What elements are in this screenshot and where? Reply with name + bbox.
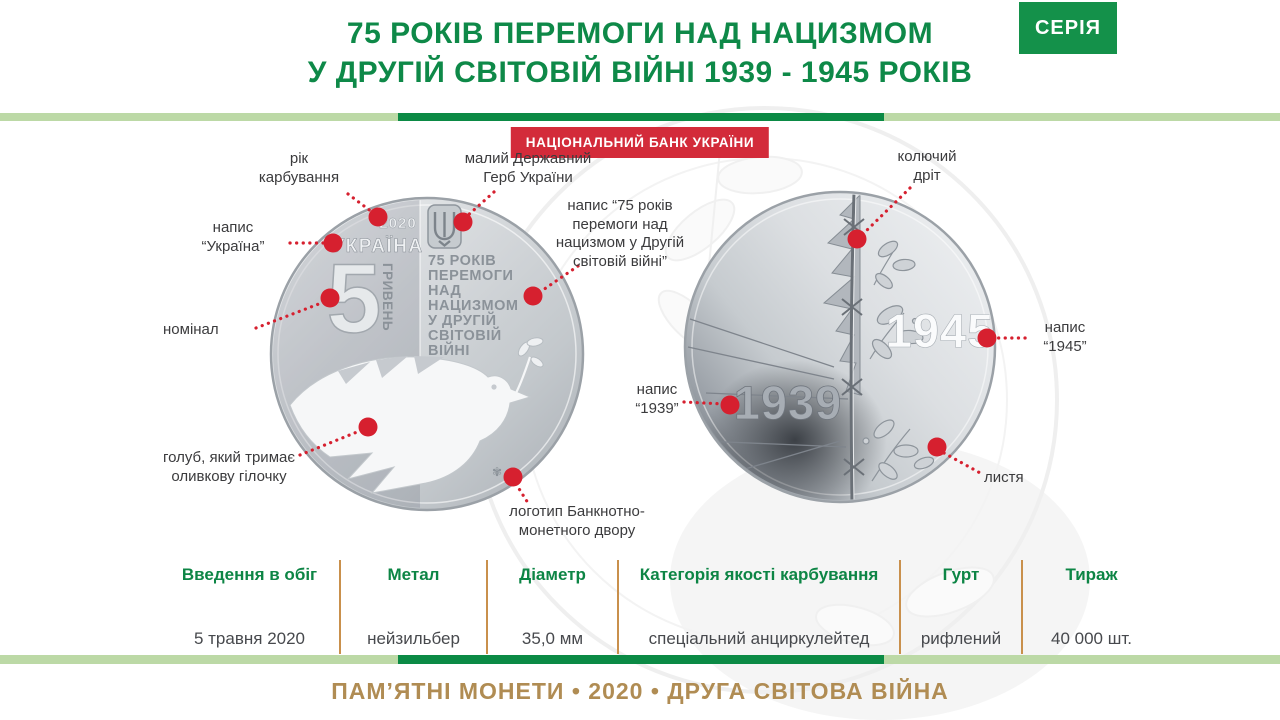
spec-value: 40 000 шт. — [1051, 629, 1132, 648]
annotation-line: голуб, який тримає — [162, 449, 295, 466]
obverse-legend-line: СВІТОВІЙ — [428, 326, 502, 344]
annotation-line: “1945” — [1043, 337, 1087, 355]
obverse-denomination-text: 5 — [327, 243, 382, 353]
obverse-legend-line: ВІЙНІ — [428, 341, 470, 359]
reverse-coin-image: 1945 1939 — [683, 190, 997, 504]
header-divider-band — [0, 113, 1280, 121]
series-badge: СЕРІЯ — [1019, 2, 1117, 54]
annotation-year-of-minting: рік карбування — [246, 150, 352, 187]
obverse-legend-line: ПЕРЕМОГИ — [428, 268, 513, 284]
bank-badge-label: НАЦІОНАЛЬНИЙ БАНК УКРАЇНИ — [525, 135, 755, 150]
spec-mintage: Тираж 40 000 шт. — [1021, 560, 1160, 654]
obverse-legend-line: НАЦИЗМОМ — [428, 298, 518, 314]
annotation-leaves: листя — [984, 469, 1054, 488]
obverse-year-text: 2020 — [379, 215, 416, 232]
annotation-line: номінал — [163, 321, 219, 338]
annotation-line: карбування — [258, 168, 340, 186]
annotation-line: листя — [984, 469, 1024, 486]
page-title-line1: 75 РОКІВ ПЕРЕМОГИ НАД НАЦИЗМОМ — [346, 17, 934, 50]
spec-edge: Гурт рифлений — [899, 560, 1021, 654]
series-badge-label: СЕРІЯ — [1034, 16, 1102, 39]
annotation-line: малий Державний — [464, 150, 592, 167]
annotation-line: рік — [289, 150, 309, 167]
mint-mark-icon: ✾ — [492, 465, 502, 479]
obverse-legend-line: У ДРУГІЙ — [428, 311, 497, 329]
annotation-mint-logo: логотип Банкнотно- монетного двору — [498, 503, 656, 540]
annotation-line: логотип Банкнотно- — [509, 503, 645, 520]
annotation-line: колючий — [897, 148, 957, 165]
spec-label: Категорія якості карбування — [639, 565, 879, 584]
spec-metal: Метал нейзильбер — [339, 560, 486, 654]
bank-badge: НАЦІОНАЛЬНИЙ БАНК УКРАЇНИ — [510, 127, 770, 158]
dove-graphic — [289, 337, 544, 494]
page-title-line2: У ДРУГІЙ СВІТОВІЙ ВІЙНІ 1939 - 1945 РОКІ… — [307, 56, 973, 89]
spec-quality: Категорія якості карбування спеціальний … — [617, 560, 899, 654]
annotation-line: напис — [212, 219, 254, 236]
annotation-line: світовій війні” — [573, 252, 667, 270]
spec-label: Гурт — [942, 565, 980, 584]
annotation-line: дріт — [913, 166, 941, 184]
spec-value: 35,0 мм — [521, 629, 584, 648]
reverse-year-1939-text: 1939 — [734, 376, 843, 429]
annotation-line: “Україна” — [201, 237, 265, 255]
annotation-line: оливкову гілочку — [171, 467, 287, 485]
reverse-year-1945-text: 1945 — [886, 304, 995, 357]
spec-label: Метал — [387, 565, 440, 584]
trident-emblem-icon — [427, 204, 462, 249]
obverse-legend-line: 75 РОКІВ — [428, 253, 496, 269]
annotation-barbed-wire: колючий дріт — [876, 148, 978, 185]
annotation-line: “1939” — [635, 399, 679, 417]
spec-diameter: Діаметр 35,0 мм — [486, 560, 617, 654]
annotation-line: напис — [1044, 319, 1086, 336]
footer-divider-band — [0, 655, 1280, 664]
annotation-inscription-1945: напис “1945” — [1030, 319, 1100, 356]
spec-label: Тираж — [1065, 565, 1118, 584]
annotation-line: монетного двору — [518, 521, 636, 539]
spec-issue-date: Введення в обіг 5 травня 2020 — [160, 560, 339, 654]
annotation-line: перемоги над — [572, 215, 668, 233]
annotation-dove: голуб, який тримає оливкову гілочку — [152, 449, 306, 486]
annotation-inscription-1939: напис “1939” — [622, 381, 692, 418]
spec-value: нейзильбер — [367, 629, 460, 648]
annotation-line: напис — [636, 381, 678, 398]
annotation-inscription-75-years: напис “75 років перемоги над нацизмом у … — [546, 197, 694, 271]
spec-value: спеціальний анциркулейтед — [648, 629, 870, 648]
spec-label: Діаметр — [519, 565, 586, 584]
obverse-coin-image: 2020 УКРАЇНА 75 РОКІВ ПЕРЕМОГИ НАД НАЦИЗ… — [269, 196, 585, 512]
spec-value: рифлений — [920, 629, 1002, 648]
footer-divider-band-accent — [398, 655, 884, 664]
annotation-line: напис “75 років — [567, 197, 673, 214]
obverse-currency-text: ГРИВЕНЬ — [380, 263, 395, 331]
spec-label: Введення в обіг — [181, 565, 318, 584]
header-divider-band-accent — [398, 113, 884, 121]
annotation-line: нацизмом у Другій — [555, 234, 685, 251]
annotation-denomination: номінал — [163, 321, 255, 340]
annotation-inscription-ukraine: напис “Україна” — [180, 219, 286, 256]
annotation-line: Герб України — [483, 168, 573, 186]
spec-value: 5 травня 2020 — [193, 629, 306, 648]
obverse-country-text: УКРАЇНА — [332, 236, 423, 257]
annotation-coat-of-arms: малий Державний Герб України — [446, 150, 610, 187]
footer-series-title: ПАМ’ЯТНІ МОНЕТИ • 2020 • ДРУГА СВІТОВА В… — [331, 678, 949, 704]
page-title: 75 РОКІВ ПЕРЕМОГИ НАД НАЦИЗМОМ У ДРУГІЙ … — [0, 14, 1280, 92]
obverse-legend-line: НАД — [428, 283, 461, 299]
specs-table: Введення в обіг 5 травня 2020 Метал нейз… — [160, 560, 1160, 654]
